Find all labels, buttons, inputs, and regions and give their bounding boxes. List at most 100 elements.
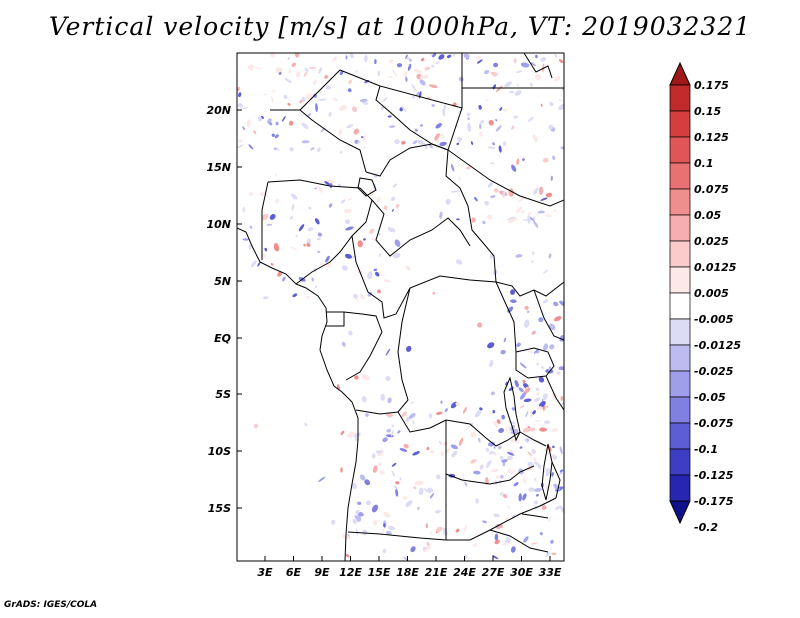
velocity-speckle: [388, 125, 396, 128]
velocity-speckle: [287, 57, 291, 61]
velocity-speckle: [559, 300, 564, 307]
velocity-speckle: [522, 493, 527, 501]
velocity-speckle: [376, 196, 381, 202]
velocity-speckle: [395, 488, 399, 497]
velocity-speckle: [391, 462, 397, 467]
velocity-speckle: [324, 181, 331, 186]
velocity-speckle: [541, 505, 547, 510]
velocity-speckle: [543, 469, 547, 473]
velocity-speckle: [385, 413, 394, 417]
velocity-speckle: [419, 124, 424, 127]
velocity-speckle: [464, 554, 468, 560]
velocity-speckle: [473, 542, 477, 548]
lat-label: 10S: [208, 445, 231, 458]
velocity-speckle: [479, 407, 483, 411]
velocity-speckle: [305, 93, 313, 100]
velocity-speckle: [287, 102, 291, 106]
velocity-speckle: [446, 447, 451, 453]
velocity-speckle: [473, 470, 481, 475]
colorbar-bin: [669, 396, 691, 424]
velocity-speckle: [359, 293, 365, 300]
velocity-speckle: [508, 90, 515, 94]
velocity-speckle: [553, 301, 559, 307]
velocity-speckle: [479, 123, 482, 129]
velocity-speckle: [550, 175, 553, 181]
velocity-speckle: [304, 422, 308, 427]
velocity-speckle: [410, 401, 415, 405]
velocity-speckle: [486, 214, 493, 220]
velocity-speckle: [275, 147, 280, 152]
velocity-speckle: [536, 350, 540, 354]
velocity-speckle: [310, 147, 315, 151]
velocity-speckle: [533, 220, 539, 228]
velocity-speckle: [556, 371, 561, 375]
velocity-speckle: [364, 479, 371, 486]
lat-label: 5S: [215, 388, 231, 401]
velocity-speckle: [534, 477, 537, 482]
velocity-speckle: [241, 107, 249, 110]
velocity-speckle: [525, 424, 529, 427]
velocity-speckle: [519, 392, 527, 400]
velocity-speckle: [434, 509, 441, 514]
velocity-speckle: [531, 448, 536, 454]
velocity-speckle: [507, 468, 512, 473]
velocity-speckle: [487, 146, 496, 150]
velocity-speckle: [522, 426, 532, 433]
velocity-speckle: [537, 210, 545, 214]
velocity-speckle: [559, 469, 564, 473]
velocity-speckle: [490, 468, 499, 473]
lat-label: 10N: [206, 218, 231, 231]
colorbar-level-label: -0.05: [694, 391, 726, 404]
velocity-speckle: [558, 59, 564, 64]
velocity-speckle: [257, 116, 263, 122]
velocity-speckle: [489, 412, 493, 415]
velocity-speckle: [490, 391, 495, 396]
velocity-speckle: [381, 526, 386, 534]
colorbar-bin: [669, 84, 691, 112]
colorbar-bin: [669, 162, 691, 190]
border: [519, 431, 547, 447]
velocity-speckle: [388, 525, 396, 531]
colorbar-bin: [669, 318, 691, 346]
colorbar: 0.175 0.15 0.125 0.1 0.075 0.05 0.025 0.0125 0.0…: [669, 61, 741, 534]
velocity-speckle: [494, 539, 500, 545]
velocity-speckle: [434, 133, 440, 141]
velocity-speckle: [413, 486, 417, 490]
velocity-speckle: [318, 98, 327, 101]
velocity-speckle: [482, 520, 487, 524]
velocity-speckle: [411, 83, 416, 91]
velocity-speckle: [501, 542, 510, 546]
velocity-speckle: [507, 216, 516, 220]
velocity-speckle: [523, 398, 532, 403]
velocity-speckle: [412, 140, 418, 145]
velocity-speckle: [369, 228, 375, 234]
lake-tanganyika: [503, 376, 521, 442]
velocity-speckle: [380, 106, 385, 110]
velocity-speckle: [493, 62, 499, 68]
velocity-speckle: [490, 162, 495, 165]
velocity-speckle: [354, 375, 359, 380]
velocity-speckle: [492, 410, 496, 414]
velocity-speckle: [493, 513, 500, 518]
velocity-speckle: [543, 269, 549, 274]
velocity-speckle: [513, 115, 519, 119]
longitude-axis: 3E 6E 9E 12E 15E 18E 21E 24E 27E 30E 33E: [257, 556, 562, 579]
velocity-speckle: [379, 470, 386, 475]
velocity-speckle: [518, 493, 522, 502]
velocity-speckle: [399, 477, 402, 481]
velocity-speckle: [264, 247, 268, 252]
lon-label: 18E: [396, 566, 419, 579]
velocity-speckle: [357, 512, 364, 517]
velocity-speckle: [546, 405, 549, 408]
velocity-speckle: [275, 121, 279, 126]
velocity-speckle: [502, 493, 508, 499]
velocity-speckle: [485, 447, 490, 452]
velocity-speckle: [450, 190, 460, 193]
velocity-speckle: [414, 128, 418, 132]
velocity-speckle: [308, 206, 312, 210]
velocity-speckle: [291, 62, 297, 67]
velocity-speckle: [306, 243, 311, 247]
velocity-speckle: [313, 93, 318, 98]
velocity-speckle: [253, 130, 257, 135]
velocity-speckle: [409, 58, 412, 62]
